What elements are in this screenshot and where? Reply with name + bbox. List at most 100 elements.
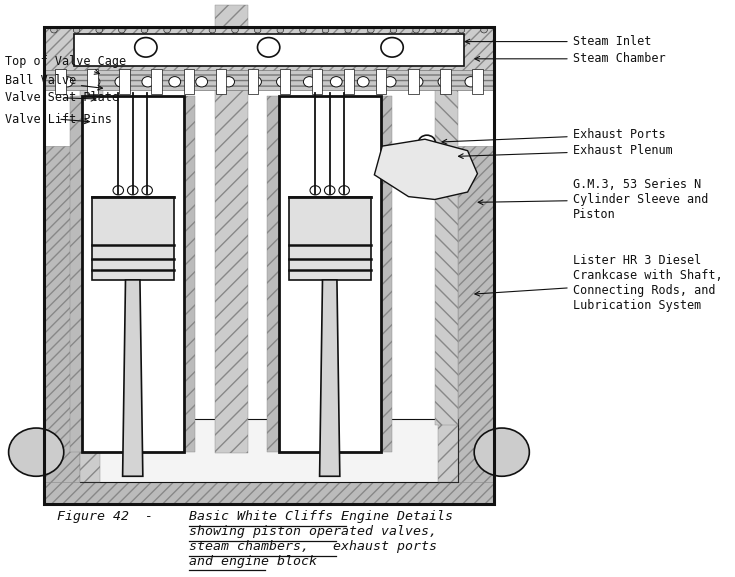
Bar — [267, 96, 280, 452]
Circle shape — [368, 27, 374, 33]
Bar — [379, 96, 392, 452]
Text: Valve Seat Plate: Valve Seat Plate — [4, 91, 118, 104]
Bar — [344, 69, 354, 95]
Circle shape — [276, 77, 288, 87]
Circle shape — [381, 38, 404, 57]
Bar — [438, 419, 458, 482]
Text: Figure 42  -: Figure 42 - — [57, 510, 169, 523]
Circle shape — [88, 77, 100, 87]
Circle shape — [418, 147, 435, 162]
Bar — [44, 27, 494, 504]
Text: G.M.3, 53 Series N
Cylinder Sleeve and
Piston: G.M.3, 53 Series N Cylinder Sleeve and P… — [478, 178, 708, 221]
Circle shape — [330, 77, 343, 87]
Bar — [458, 147, 494, 504]
Circle shape — [322, 27, 329, 33]
Polygon shape — [123, 280, 143, 476]
Circle shape — [474, 428, 529, 476]
Circle shape — [96, 27, 102, 33]
Circle shape — [51, 27, 57, 33]
Text: Basic White Cliffs Engine Details: Basic White Cliffs Engine Details — [189, 510, 453, 523]
Circle shape — [196, 77, 207, 87]
Bar — [92, 197, 173, 280]
Text: Ball Valve: Ball Valve — [4, 74, 102, 90]
Circle shape — [384, 77, 396, 87]
Circle shape — [232, 27, 238, 33]
Circle shape — [304, 77, 315, 87]
Circle shape — [324, 186, 335, 195]
Text: Exhaust Ports: Exhaust Ports — [442, 128, 665, 144]
Bar — [215, 69, 226, 95]
Bar — [44, 27, 494, 72]
Circle shape — [254, 27, 261, 33]
Circle shape — [61, 77, 73, 87]
Circle shape — [413, 27, 420, 33]
Circle shape — [74, 27, 80, 33]
Bar — [440, 69, 451, 95]
Circle shape — [141, 27, 148, 33]
Circle shape — [223, 77, 234, 87]
Text: Steam Chamber: Steam Chamber — [475, 53, 665, 65]
Circle shape — [435, 27, 442, 33]
Bar — [74, 34, 465, 66]
Bar — [44, 482, 494, 504]
Circle shape — [357, 77, 369, 87]
Polygon shape — [320, 280, 340, 476]
Bar — [184, 69, 194, 95]
Circle shape — [481, 27, 487, 33]
Bar — [151, 69, 162, 95]
Circle shape — [127, 186, 138, 195]
Bar — [279, 96, 381, 452]
Circle shape — [310, 186, 320, 195]
Polygon shape — [374, 139, 478, 200]
Circle shape — [113, 186, 123, 195]
Bar — [435, 63, 458, 425]
Text: Top of Valve Cage: Top of Valve Cage — [4, 55, 126, 74]
Text: Steam Inlet: Steam Inlet — [465, 35, 651, 48]
Circle shape — [209, 27, 215, 33]
Circle shape — [418, 135, 435, 150]
Circle shape — [115, 77, 127, 87]
Circle shape — [345, 27, 351, 33]
Circle shape — [118, 27, 125, 33]
Bar — [80, 419, 100, 482]
Circle shape — [142, 77, 154, 87]
Circle shape — [390, 27, 397, 33]
Bar — [44, 147, 80, 504]
Circle shape — [418, 158, 435, 173]
Bar — [215, 5, 248, 454]
Circle shape — [257, 38, 280, 57]
Bar — [182, 96, 196, 452]
Bar — [80, 63, 103, 425]
Bar — [44, 70, 494, 91]
Circle shape — [465, 77, 477, 87]
Bar — [289, 197, 370, 280]
Bar — [312, 69, 323, 95]
Bar — [119, 69, 130, 95]
Bar — [82, 96, 184, 452]
Circle shape — [9, 428, 64, 476]
Text: steam chambers,   exhaust ports: steam chambers, exhaust ports — [189, 539, 437, 553]
Circle shape — [142, 186, 152, 195]
Bar — [472, 69, 483, 95]
Text: Lister HR 3 Diesel
Crankcase with Shaft,
Connecting Rods, and
Lubrication System: Lister HR 3 Diesel Crankcase with Shaft,… — [475, 254, 723, 312]
Text: Exhaust Plenum: Exhaust Plenum — [459, 144, 673, 159]
Bar — [248, 69, 258, 95]
Bar — [80, 419, 458, 482]
Circle shape — [250, 77, 262, 87]
Bar — [376, 69, 387, 95]
Circle shape — [164, 27, 171, 33]
Bar — [87, 69, 98, 95]
Circle shape — [187, 27, 193, 33]
Text: Valve Lift Pins: Valve Lift Pins — [4, 113, 112, 126]
Circle shape — [411, 77, 423, 87]
Text: showing piston operated valves,: showing piston operated valves, — [189, 524, 437, 538]
Circle shape — [458, 27, 465, 33]
Circle shape — [277, 27, 284, 33]
Circle shape — [300, 27, 306, 33]
Circle shape — [169, 77, 181, 87]
Text: and engine block: and engine block — [189, 554, 317, 568]
Bar — [280, 69, 290, 95]
Bar — [70, 96, 83, 452]
Circle shape — [438, 77, 450, 87]
Circle shape — [135, 38, 157, 57]
